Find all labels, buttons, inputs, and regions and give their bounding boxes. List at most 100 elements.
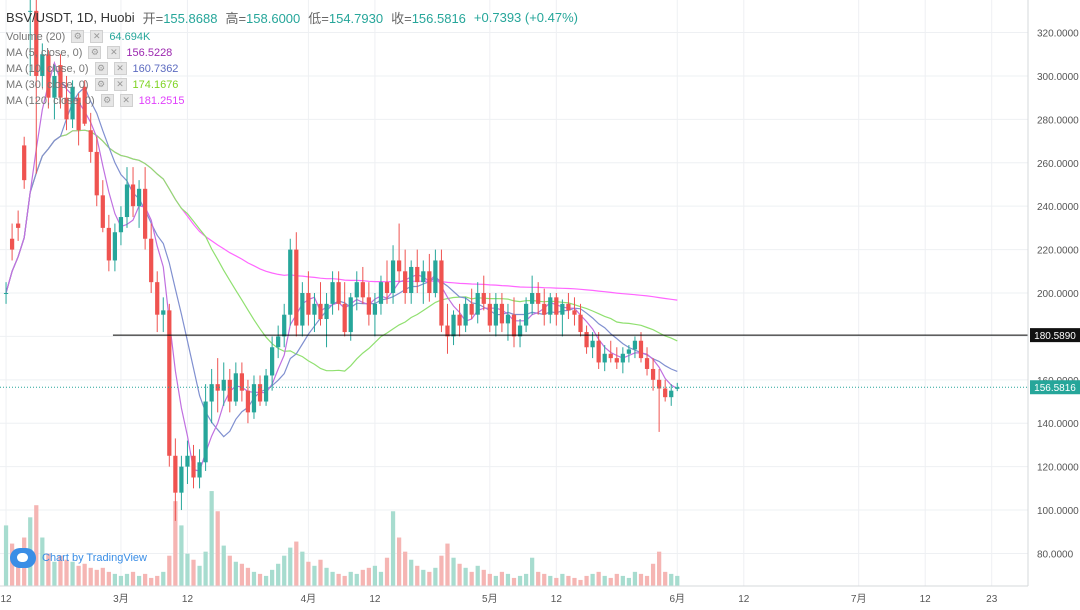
candle-body[interactable] bbox=[28, 10, 33, 12]
candle-body[interactable] bbox=[650, 368, 656, 380]
indicator-row[interactable]: Volume (20) ⚙ ✕ 64.694K bbox=[6, 30, 578, 43]
candle-body[interactable] bbox=[590, 340, 595, 348]
candle-body[interactable] bbox=[427, 271, 432, 293]
candle-body[interactable] bbox=[257, 384, 263, 402]
candle-body[interactable] bbox=[487, 303, 492, 326]
candle-body[interactable] bbox=[324, 303, 329, 320]
settings-icon[interactable]: ⚙ bbox=[94, 78, 108, 91]
candle-body[interactable] bbox=[312, 303, 317, 315]
candle-body[interactable] bbox=[318, 303, 323, 320]
settings-icon[interactable]: ⚙ bbox=[100, 94, 114, 107]
candle-body[interactable] bbox=[663, 388, 668, 398]
candle-body[interactable] bbox=[161, 310, 166, 315]
candle-body[interactable] bbox=[614, 358, 619, 363]
candle-body[interactable] bbox=[16, 223, 21, 228]
candle-body[interactable] bbox=[439, 260, 444, 326]
candle-body[interactable] bbox=[530, 293, 535, 304]
candle-body[interactable] bbox=[451, 314, 456, 337]
candle-body[interactable] bbox=[433, 260, 438, 293]
candle-body[interactable] bbox=[366, 297, 371, 315]
candle-body[interactable] bbox=[554, 297, 559, 315]
candle-body[interactable] bbox=[384, 282, 390, 293]
indicator-row[interactable]: MA (120, close, 0) ⚙ ✕ 181.2515 bbox=[6, 94, 578, 107]
candle-body[interactable] bbox=[300, 293, 305, 326]
candle-body[interactable] bbox=[3, 293, 9, 294]
candle-body[interactable] bbox=[276, 336, 281, 348]
candle-body[interactable] bbox=[469, 303, 474, 315]
candle-body[interactable] bbox=[282, 314, 287, 337]
indicator-row[interactable]: MA (30, close, 0) ⚙ ✕ 174.1676 bbox=[6, 78, 578, 91]
candle-body[interactable] bbox=[143, 188, 148, 239]
candle-body[interactable] bbox=[675, 387, 680, 389]
candle-body[interactable] bbox=[106, 227, 111, 261]
candle-body[interactable] bbox=[197, 462, 202, 478]
candle-body[interactable] bbox=[481, 293, 486, 304]
candle-body[interactable] bbox=[396, 260, 402, 272]
candle-body[interactable] bbox=[390, 260, 396, 293]
candle-body[interactable] bbox=[602, 353, 607, 363]
candle-body[interactable] bbox=[644, 358, 650, 369]
candle-body[interactable] bbox=[342, 303, 347, 333]
candle-body[interactable] bbox=[517, 325, 523, 337]
candle-body[interactable] bbox=[100, 195, 105, 228]
symbol-title[interactable]: BSV/USDT, 1D, Huobi bbox=[6, 10, 135, 25]
candle-body[interactable] bbox=[149, 238, 154, 283]
candle-body[interactable] bbox=[493, 303, 498, 326]
close-icon[interactable]: ✕ bbox=[119, 94, 133, 107]
candle-body[interactable] bbox=[523, 303, 529, 326]
candle-body[interactable] bbox=[46, 54, 51, 98]
candle-body[interactable] bbox=[118, 217, 124, 233]
candle-body[interactable] bbox=[191, 455, 196, 478]
candle-body[interactable] bbox=[566, 303, 571, 311]
candle-body[interactable] bbox=[626, 349, 632, 354]
candle-body[interactable] bbox=[209, 384, 214, 402]
candle-body[interactable] bbox=[457, 314, 462, 326]
candle-body[interactable] bbox=[372, 303, 378, 315]
candle-body[interactable] bbox=[203, 401, 208, 463]
candle-body[interactable] bbox=[239, 373, 244, 391]
candle-body[interactable] bbox=[354, 282, 359, 298]
indicator-row[interactable]: MA (5, close, 0) ⚙ ✕ 156.5228 bbox=[6, 46, 578, 59]
candle-body[interactable] bbox=[632, 340, 638, 350]
candle-body[interactable] bbox=[348, 297, 353, 333]
candle-body[interactable] bbox=[233, 373, 238, 402]
candle-body[interactable] bbox=[560, 303, 565, 315]
candle-body[interactable] bbox=[638, 340, 644, 359]
candle-body[interactable] bbox=[499, 303, 505, 324]
candle-body[interactable] bbox=[330, 282, 335, 304]
indicator-row[interactable]: MA (10, close, 0) ⚙ ✕ 160.7362 bbox=[6, 62, 578, 75]
candle-body[interactable] bbox=[657, 379, 662, 389]
candle-body[interactable] bbox=[409, 266, 414, 293]
close-icon[interactable]: ✕ bbox=[113, 78, 127, 91]
candle-body[interactable] bbox=[578, 314, 583, 333]
candle-body[interactable] bbox=[58, 65, 63, 98]
candle-body[interactable] bbox=[130, 184, 136, 207]
candle-body[interactable] bbox=[64, 97, 69, 120]
candle-body[interactable] bbox=[82, 86, 87, 124]
candle-body[interactable] bbox=[421, 271, 426, 283]
settings-icon[interactable]: ⚙ bbox=[94, 62, 108, 75]
close-icon[interactable]: ✕ bbox=[107, 46, 121, 59]
candle-body[interactable] bbox=[463, 303, 468, 326]
candle-body[interactable] bbox=[608, 353, 613, 359]
candle-body[interactable] bbox=[22, 145, 27, 181]
candle-body[interactable] bbox=[88, 130, 93, 152]
candle-body[interactable] bbox=[34, 10, 39, 76]
candle-body[interactable] bbox=[179, 466, 184, 493]
candle-body[interactable] bbox=[475, 293, 480, 315]
candle-body[interactable] bbox=[52, 75, 57, 98]
candle-body[interactable] bbox=[167, 310, 172, 456]
candle-body[interactable] bbox=[445, 325, 450, 337]
candle-body[interactable] bbox=[70, 86, 75, 120]
candle-body[interactable] bbox=[536, 293, 541, 304]
candle-body[interactable] bbox=[572, 310, 577, 315]
settings-icon[interactable]: ⚙ bbox=[71, 30, 85, 43]
candle-body[interactable] bbox=[270, 347, 275, 376]
candle-body[interactable] bbox=[136, 188, 142, 207]
candle-body[interactable] bbox=[40, 54, 45, 76]
candle-body[interactable] bbox=[215, 384, 220, 391]
tradingview-logo[interactable]: Chart by TradingView bbox=[10, 548, 147, 568]
settings-icon[interactable]: ⚙ bbox=[88, 46, 102, 59]
candle-body[interactable] bbox=[221, 379, 226, 391]
